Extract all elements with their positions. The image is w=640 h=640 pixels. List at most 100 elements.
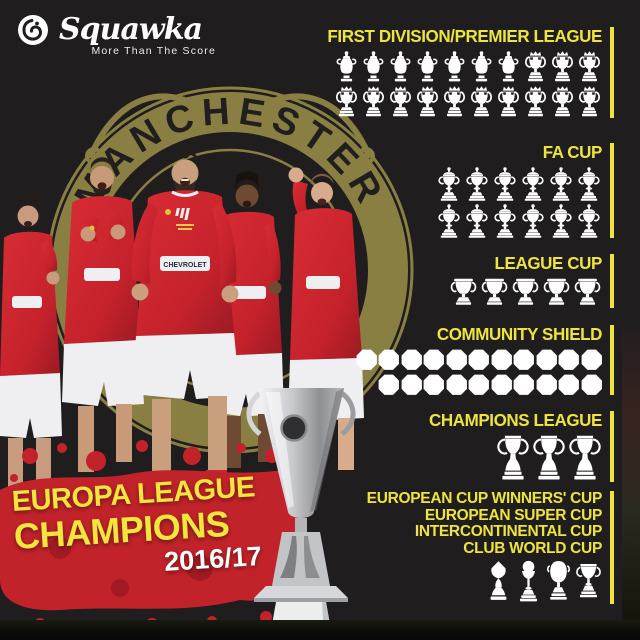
trophy-row <box>355 349 603 371</box>
community-shield-icon <box>401 349 423 371</box>
community-shield-icon <box>581 374 603 396</box>
trophy-medallion <box>280 414 308 442</box>
players-photo: CHEVROLET <box>0 149 364 564</box>
premier-league-trophy-icon <box>361 86 386 118</box>
champions-league-trophy-icon <box>496 435 530 482</box>
community-shield-icon <box>491 349 513 371</box>
league-cup-trophy-icon <box>511 278 540 308</box>
first-division-trophy-icon <box>415 51 440 83</box>
intercontinental-cup-trophy-icon <box>545 560 572 604</box>
community-shield-icon <box>378 374 400 396</box>
first-division-trophy-icon <box>334 51 359 83</box>
premier-league-trophy-icon <box>469 86 494 118</box>
squawka-bird-icon <box>18 15 48 45</box>
photo-bottom-strip <box>0 620 640 640</box>
community-shield-icon <box>468 349 490 371</box>
community-shield-icon <box>558 349 580 371</box>
section-title: FA CUP <box>542 142 603 163</box>
champions-league-trophy-icon <box>568 435 602 482</box>
premier-league-trophy-icon <box>550 86 575 118</box>
community-shield-icon <box>446 349 468 371</box>
player-left <box>0 197 62 488</box>
league-cup-trophy-icon <box>573 278 602 308</box>
community-shield-icon <box>536 374 558 396</box>
first-division-trophy-icon <box>469 51 494 83</box>
section-title-line: EUROPEAN SUPER CUP <box>424 506 602 524</box>
section-league-cup: LEAGUE CUP <box>447 254 614 308</box>
first-division-trophy-icon <box>361 51 386 83</box>
fa-cup-trophy-icon <box>492 204 518 238</box>
brand-logo: Squawka More Than The Score <box>16 13 216 57</box>
community-shield-icon <box>378 349 400 371</box>
champions-league-trophy-icon <box>532 435 566 482</box>
community-shield-icon <box>513 374 535 396</box>
trophy-row <box>434 167 602 201</box>
premier-league-trophy-icon <box>415 86 440 118</box>
league-cup-trophy-icon <box>542 278 571 308</box>
community-shield-icon <box>513 349 535 371</box>
trophy-row <box>327 51 602 83</box>
premier-league-trophy-icon <box>577 51 602 83</box>
brand-tagline: More Than The Score <box>91 45 216 57</box>
trophy-row <box>434 204 602 238</box>
fa-cup-trophy-icon <box>576 167 602 201</box>
fa-cup-trophy-icon <box>492 167 518 201</box>
premier-league-trophy-icon <box>523 86 548 118</box>
photo-edge-strip <box>622 330 640 622</box>
section-title-line: EUROPEAN CUP WINNERS' CUP <box>366 490 603 507</box>
community-shield-icon <box>423 349 445 371</box>
premier-league-trophy-icon <box>550 51 575 83</box>
brand-wordmark: Squawka <box>59 12 203 47</box>
premier-league-trophy-icon <box>388 86 413 118</box>
premier-league-trophy-icon <box>334 86 359 118</box>
section-title: CHAMPIONS LEAGUE <box>428 410 602 431</box>
shirt-sponsor-text: CHEVROLET <box>163 262 207 269</box>
first-division-trophy-icon <box>496 51 521 83</box>
fa-cup-trophy-icon <box>520 204 546 238</box>
section-european-cups: EUROPEAN CUP WINNERS' CUP EUROPEAN SUPER… <box>366 490 614 604</box>
community-shield-icon <box>401 374 423 396</box>
first-division-trophy-icon <box>388 51 413 83</box>
european-super-cup-trophy-icon <box>515 560 542 604</box>
community-shield-icon <box>558 374 580 396</box>
section-title: FIRST DIVISION/PREMIER LEAGUE <box>327 26 602 47</box>
section-champions-league: CHAMPIONS LEAGUE <box>429 411 614 482</box>
section-title-line: CLUB WORLD CUP <box>463 539 602 557</box>
premier-league-trophy-icon <box>496 86 521 118</box>
section-fa-cup: FA CUP <box>434 143 614 238</box>
trophy-row <box>367 560 602 604</box>
premier-league-trophy-icon <box>523 51 548 83</box>
trophy-row <box>447 278 602 308</box>
fa-cup-trophy-icon <box>436 204 462 238</box>
crest-flourish <box>87 93 373 160</box>
league-cup-trophy-icon <box>480 278 509 308</box>
fa-cup-trophy-icon <box>548 204 574 238</box>
trophy-row <box>327 86 602 118</box>
fa-cup-trophy-icon <box>520 167 546 201</box>
community-shield-icon <box>536 349 558 371</box>
section-title: LEAGUE CUP <box>494 253 603 274</box>
trophy-row <box>429 435 602 482</box>
fa-cup-trophy-icon <box>464 204 490 238</box>
premier-league-trophy-icon <box>442 86 467 118</box>
fa-cup-trophy-icon <box>436 167 462 201</box>
section-title-line: INTERCONTINENTAL CUP <box>414 523 602 540</box>
fa-cup-trophy-icon <box>548 167 574 201</box>
trophy-row <box>355 374 603 396</box>
community-shield-icon <box>356 349 378 371</box>
section-title: COMMUNITY SHIELD <box>436 324 603 345</box>
section-first-division-premier-league: FIRST DIVISION/PREMIER LEAGUE <box>327 27 614 118</box>
cup-winners-cup-trophy-icon <box>575 560 602 604</box>
player-center: CHEVROLET <box>131 149 240 564</box>
community-shield-icon <box>446 374 468 396</box>
club-world-cup-trophy-icon <box>485 560 512 604</box>
player-mid-left <box>62 157 144 472</box>
section-community-shield: COMMUNITY SHIELD <box>355 324 614 396</box>
community-shield-icon <box>581 349 603 371</box>
fa-cup-trophy-icon <box>576 204 602 238</box>
community-shield-icon <box>468 374 490 396</box>
fa-cup-trophy-icon <box>464 167 490 201</box>
community-shield-icon <box>423 374 445 396</box>
